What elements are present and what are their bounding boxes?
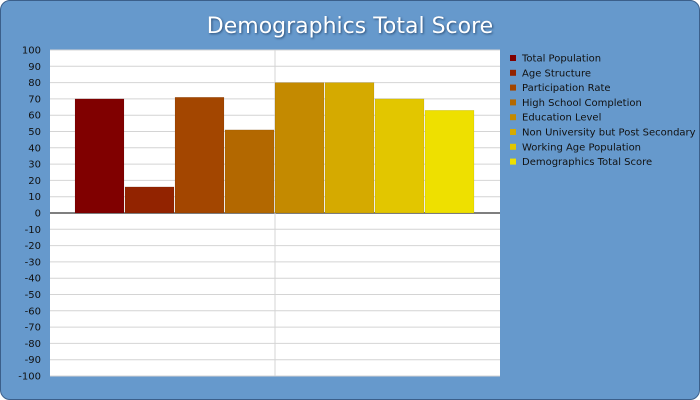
bar-non-university-but-post-secondary xyxy=(324,82,375,214)
y-tick-label: 10 xyxy=(28,192,41,203)
legend-label-total-population: Total Population xyxy=(521,54,601,65)
bar-high-school-completion xyxy=(224,129,275,214)
legend-label-age-structure: Age Structure xyxy=(522,68,591,79)
bar-education-level xyxy=(274,82,325,214)
y-tick-label: -20 xyxy=(25,241,41,252)
y-tick-label: 30 xyxy=(28,160,41,171)
y-tick-label: -90 xyxy=(25,355,41,366)
y-tick-label: 90 xyxy=(28,62,41,73)
y-tick-label: -100 xyxy=(18,372,41,383)
bar-total-population xyxy=(74,98,125,214)
y-tick-label: 50 xyxy=(28,127,41,138)
bar-age-structure xyxy=(124,186,175,214)
bar-participation-rate xyxy=(174,97,225,214)
legend-swatch-high-school-completion xyxy=(510,99,516,106)
legend: Total Population Age Structure Participati… xyxy=(510,54,696,168)
legend-label-participation-rate: Participation Rate xyxy=(522,83,611,94)
y-tick-label: -30 xyxy=(25,257,41,268)
bar-demographics-total-score xyxy=(424,110,475,214)
y-tick-label: 40 xyxy=(28,143,41,154)
chart-title: Demographics Total Score xyxy=(206,14,494,39)
y-tick-label: -80 xyxy=(25,339,41,350)
y-tick-label: 80 xyxy=(28,78,41,89)
legend-label-education-level: Education Level xyxy=(522,113,601,124)
bar-working-age-population xyxy=(374,98,425,214)
legend-swatch-demographics-total-score xyxy=(510,158,516,165)
legend-swatch-participation-rate xyxy=(510,84,516,91)
legend-swatch-non-university-but-post-secondary xyxy=(510,129,516,135)
y-tick-label: 20 xyxy=(28,176,41,187)
y-tick-label: -10 xyxy=(25,225,41,236)
legend-label-working-age-population: Working Age Population xyxy=(522,142,641,153)
y-tick-label: -40 xyxy=(25,274,41,285)
legend-swatch-total-population xyxy=(510,55,516,61)
y-axis-ticks: 1009080706050403020100-10-20-30-40-50-60… xyxy=(18,46,41,383)
legend-label-non-university-but-post-secondary: Non University but Post Secondary xyxy=(522,128,696,139)
y-tick-label: 70 xyxy=(28,94,41,105)
y-tick-label: -70 xyxy=(25,323,41,334)
y-tick-label: -50 xyxy=(25,290,41,301)
legend-label-demographics-total-score: Demographics Total Score xyxy=(522,157,652,168)
legend-swatch-education-level xyxy=(510,114,516,121)
y-tick-label: 0 xyxy=(35,209,41,220)
y-tick-label: 60 xyxy=(28,111,41,122)
legend-label-high-school-completion: High School Completion xyxy=(522,98,642,109)
y-tick-label: 100 xyxy=(22,46,41,57)
y-tick-label: -60 xyxy=(25,306,41,317)
bars xyxy=(74,82,475,214)
legend-swatch-working-age-population xyxy=(510,143,516,150)
legend-swatch-age-structure xyxy=(510,69,516,76)
